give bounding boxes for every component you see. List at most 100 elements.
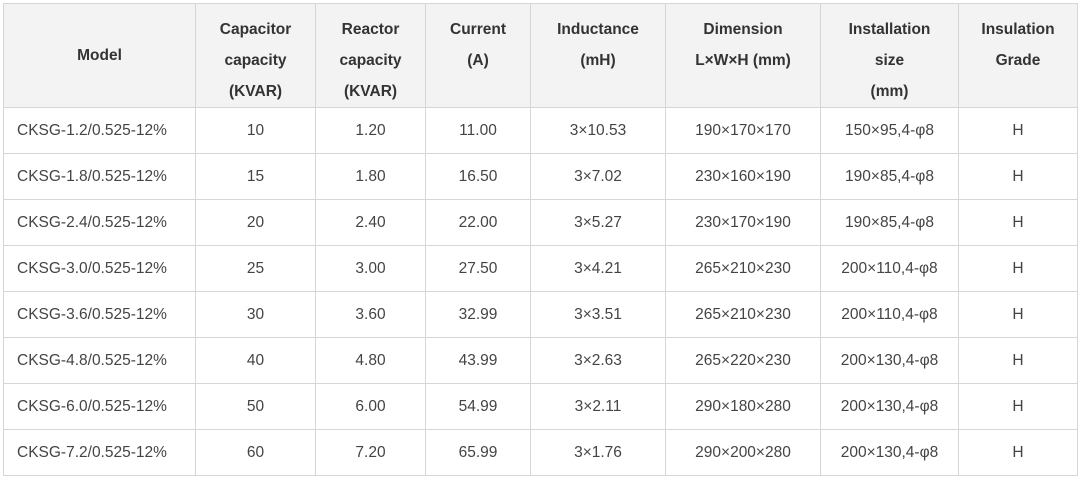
table-cell: 20 [195,199,316,246]
table-cell: 265×210×230 [665,245,821,292]
table-cell: 7.20 [315,429,426,476]
table-cell: H [958,199,1078,246]
table-cell: 60 [195,429,316,476]
table-cell: 230×170×190 [665,199,821,246]
header-cell: Reactor capacity (KVAR) [315,3,426,108]
table-cell: 32.99 [425,291,531,338]
table-cell: 1.80 [315,153,426,200]
table-cell: 50 [195,383,316,430]
table-row: CKSG-4.8/0.525-12% 40 4.80 43.99 3×2.63 265×2… [3,337,1078,384]
table-cell: 190×170×170 [665,107,821,154]
header-text: capacity [339,52,402,69]
table-cell: H [958,245,1078,292]
table-cell: 2.40 [315,199,426,246]
header-cell: Current (A) [425,3,531,108]
header-cell: Inductance (mH) [530,3,666,108]
header-text: (mH) [580,52,616,69]
header-text: capacity [224,52,287,69]
table-cell: 3×2.63 [530,337,666,384]
table-cell: CKSG-7.2/0.525-12% [3,429,196,476]
header-text: Insulation [981,21,1055,38]
header-text: Capacitor [219,21,292,38]
table-cell: 3×1.76 [530,429,666,476]
table-cell: 15 [195,153,316,200]
table-cell: 200×130,4-φ8 [820,337,959,384]
header-cell: Installation size (mm) [820,3,959,108]
table-row: CKSG-7.2/0.525-12% 60 7.20 65.99 3×1.76 290×2… [3,429,1078,476]
table-cell: 190×85,4-φ8 [820,153,959,200]
header-text: (A) [467,52,489,69]
table-cell: 230×160×190 [665,153,821,200]
table-cell: 3×4.21 [530,245,666,292]
table-cell: 25 [195,245,316,292]
header-cell: Model [3,3,196,108]
table-cell: H [958,337,1078,384]
table-body: CKSG-1.2/0.525-12% 10 1.20 11.00 3×10.53 190×… [3,107,1078,476]
table-row: CKSG-1.8/0.525-12% 15 1.80 16.50 3×7.02 230×1… [3,153,1078,200]
table-cell: 1.20 [315,107,426,154]
header-text: Current [450,21,506,38]
table-cell: 265×220×230 [665,337,821,384]
table-cell: CKSG-3.0/0.525-12% [3,245,196,292]
header-text: (KVAR) [343,83,398,100]
header-cell: Dimension L×W×H (mm) [665,3,821,108]
header-text: Installation [848,21,931,38]
table-cell: 65.99 [425,429,531,476]
table-row: CKSG-2.4/0.525-12% 20 2.40 22.00 3×5.27 230×1… [3,199,1078,246]
table-cell: 200×130,4-φ8 [820,383,959,430]
table-row: CKSG-1.2/0.525-12% 10 1.20 11.00 3×10.53 190×… [3,107,1078,154]
table-head: Model Capacitor capacity (KVAR) Reactor capac… [3,3,1078,108]
table-cell: CKSG-1.2/0.525-12% [3,107,196,154]
header-text: Grade [995,52,1041,69]
table-cell: 3×5.27 [530,199,666,246]
table-cell: 16.50 [425,153,531,200]
header-text: Inductance [557,21,639,38]
table-cell: 6.00 [315,383,426,430]
table-cell: 27.50 [425,245,531,292]
table-cell: 150×95,4-φ8 [820,107,959,154]
header-text: (KVAR) [228,83,283,100]
table-cell: H [958,153,1078,200]
table-cell: 3.00 [315,245,426,292]
table-cell: 190×85,4-φ8 [820,199,959,246]
table-cell: 10 [195,107,316,154]
header-text: (mm) [870,83,909,100]
table-row: CKSG-3.6/0.525-12% 30 3.60 32.99 3×3.51 265×2… [3,291,1078,338]
table-row: CKSG-3.0/0.525-12% 25 3.00 27.50 3×4.21 265×2… [3,245,1078,292]
header-text: L×W×H (mm) [695,52,791,69]
table-cell: H [958,383,1078,430]
table-cell: CKSG-3.6/0.525-12% [3,291,196,338]
header-row: Model Capacitor capacity (KVAR) Reactor capac… [3,3,1078,108]
table-cell: 40 [195,337,316,384]
table-cell: CKSG-2.4/0.525-12% [3,199,196,246]
table-cell: 4.80 [315,337,426,384]
header-text: Reactor [341,21,400,38]
table-cell: 22.00 [425,199,531,246]
header-text: Dimension [703,21,783,38]
table-cell: 200×110,4-φ8 [820,291,959,338]
table-cell: 200×110,4-φ8 [820,245,959,292]
table-cell: 3×2.11 [530,383,666,430]
header-text: Model [77,47,122,64]
table-cell: 265×210×230 [665,291,821,338]
table-cell: 11.00 [425,107,531,154]
table-cell: 30 [195,291,316,338]
header-text: size [874,52,905,69]
table-cell: CKSG-1.8/0.525-12% [3,153,196,200]
table-cell: 43.99 [425,337,531,384]
table-row: CKSG-6.0/0.525-12% 50 6.00 54.99 3×2.11 290×1… [3,383,1078,430]
table-cell: 3×10.53 [530,107,666,154]
table-cell: 200×130,4-φ8 [820,429,959,476]
table-cell: CKSG-4.8/0.525-12% [3,337,196,384]
header-cell: Insulation Grade [958,3,1078,108]
table-cell: 290×200×280 [665,429,821,476]
table-cell: 3×3.51 [530,291,666,338]
table-cell: CKSG-6.0/0.525-12% [3,383,196,430]
table-cell: 54.99 [425,383,531,430]
table-cell: 3×7.02 [530,153,666,200]
table-cell: 290×180×280 [665,383,821,430]
header-cell: Capacitor capacity (KVAR) [195,3,316,108]
spec-table: Model Capacitor capacity (KVAR) Reactor capac… [3,3,1078,476]
